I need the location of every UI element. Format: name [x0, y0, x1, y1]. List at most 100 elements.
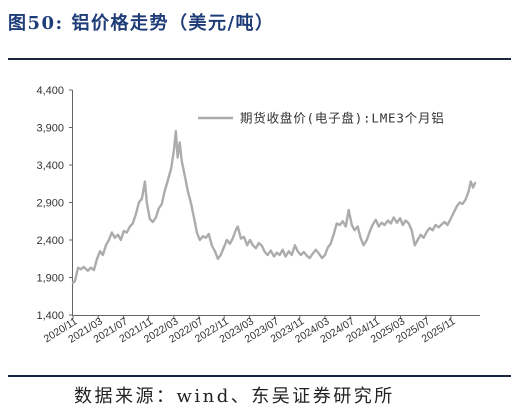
data-point [236, 225, 239, 228]
data-point [269, 249, 272, 252]
data-point [296, 250, 299, 253]
data-point [434, 224, 437, 226]
data-point [248, 239, 251, 241]
data-point [96, 257, 99, 260]
data-point [368, 230, 371, 233]
data-point [371, 224, 374, 226]
y-tick-label: 4,400 [36, 85, 64, 97]
data-point [290, 254, 293, 256]
data-point [198, 239, 201, 241]
data-point [234, 229, 237, 232]
data-point [174, 130, 177, 133]
data-point [341, 220, 344, 223]
data-point [176, 156, 179, 159]
data-point [251, 244, 254, 247]
data-point [131, 222, 134, 225]
data-point [128, 225, 131, 228]
data-point [170, 167, 173, 170]
data-point [380, 221, 383, 224]
data-point [113, 236, 116, 239]
data-point [365, 239, 368, 241]
data-point [474, 182, 477, 184]
y-tick-label: 3,400 [36, 160, 64, 172]
data-point [219, 254, 222, 256]
data-point [166, 179, 169, 181]
data-point [335, 222, 338, 225]
data-point [260, 245, 263, 247]
data-point [392, 216, 395, 219]
data-point [178, 141, 181, 144]
data-point [449, 217, 452, 220]
data-point [246, 244, 249, 247]
data-point [374, 218, 377, 221]
data-point [458, 201, 461, 204]
data-point [356, 225, 359, 228]
data-point [195, 231, 198, 234]
data-point [455, 205, 458, 208]
data-point [461, 203, 464, 205]
data-point [213, 250, 216, 253]
data-point [137, 201, 140, 204]
data-point [377, 225, 380, 228]
data-point [189, 201, 192, 204]
data-point [353, 229, 356, 232]
data-point [472, 186, 475, 189]
y-tick-label: 3,900 [36, 123, 64, 135]
chart-title: 图50: 铝价格走势（美元/吨） [8, 13, 275, 34]
data-point [344, 225, 347, 228]
data-point [216, 257, 219, 260]
data-point [222, 246, 225, 249]
data-point [395, 221, 398, 224]
data-point [281, 248, 284, 251]
data-point [407, 222, 410, 225]
data-point [419, 233, 422, 236]
data-point [263, 251, 266, 253]
bottom-rule [8, 375, 511, 377]
source-note: 数据来源：wind、东吴证券研究所 [74, 386, 395, 407]
data-point [299, 254, 302, 256]
data-point [119, 239, 122, 241]
data-point [272, 255, 275, 258]
series-line-lme-aluminium [71, 130, 477, 284]
data-point [362, 244, 365, 247]
data-point [151, 221, 154, 223]
data-point [469, 180, 472, 183]
data-point [107, 239, 110, 241]
data-point [225, 239, 228, 241]
y-tick-label: 1,900 [36, 273, 64, 285]
data-point [82, 266, 85, 268]
data-point [154, 216, 157, 219]
data-point [79, 268, 82, 271]
data-point [347, 209, 350, 211]
data-point [338, 224, 341, 226]
data-point [350, 224, 353, 226]
data-point [148, 218, 151, 220]
data-point [467, 190, 470, 193]
data-point [73, 280, 76, 283]
data-point [122, 230, 125, 232]
data-point [317, 252, 320, 255]
data-point [440, 223, 443, 226]
y-axis-ticks: 1,400 1,900 2,400 2,900 3,400 3,900 4,400 [36, 85, 73, 322]
data-point [410, 229, 413, 232]
data-point [145, 201, 148, 204]
data-point [428, 227, 431, 229]
data-point [104, 244, 107, 247]
data-point [257, 242, 260, 244]
series-group [71, 130, 477, 284]
data-point [443, 221, 446, 223]
data-point [284, 255, 287, 258]
data-point [416, 239, 419, 241]
data-point [431, 229, 434, 232]
data-point [383, 224, 386, 226]
data-point [183, 175, 186, 178]
data-point [231, 237, 234, 240]
data-point [157, 207, 160, 210]
data-point [401, 224, 404, 226]
data-point [192, 216, 195, 219]
data-point [446, 224, 449, 226]
data-point [326, 246, 329, 249]
data-point [305, 254, 308, 257]
data-point [99, 250, 102, 253]
